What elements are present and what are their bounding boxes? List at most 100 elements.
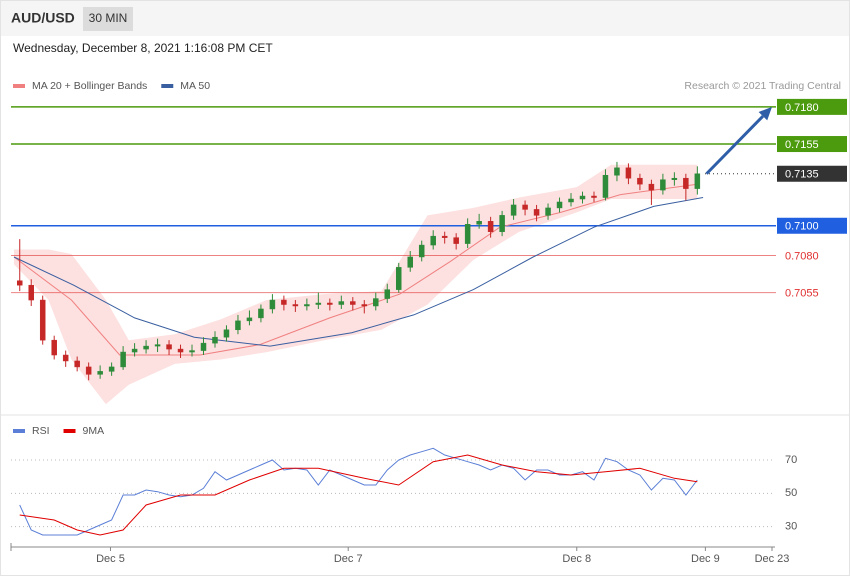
candle-body [464,224,471,244]
candle-body [108,366,115,372]
candle-body [510,204,517,216]
candle-body [579,195,586,200]
candle-body [350,301,356,305]
legend-label: MA 20 + Bollinger Bands [32,80,147,92]
candle-body [361,304,368,307]
candle-body [614,167,620,176]
candle-body [499,215,505,232]
candle-body [407,256,413,268]
level-box [777,165,847,182]
candle-body [16,280,23,286]
target-arrow [705,115,764,175]
bollinger-band [14,164,698,405]
candle-body [568,198,574,203]
moving-average [13,197,704,347]
candle-body [51,339,57,356]
indicator-line [19,447,698,536]
candle-body [556,201,563,209]
candle-body [338,301,345,305]
y-tick-label: 50 [785,487,797,499]
candle-body [235,320,241,331]
candle-body [602,174,609,198]
candle-body [648,183,655,191]
datetime: Wednesday, December 8, 2021 1:16:08 PM C… [13,41,273,55]
candle-body [131,348,138,353]
level-label: 0.7100 [785,221,819,233]
credit: Research © 2021 Trading Central [684,80,841,92]
candle-body [625,167,632,179]
level-box [777,217,847,234]
interval: 30 MIN [89,11,128,25]
candle-body [533,209,540,216]
legend-swatch [161,84,174,88]
candle-body [327,302,333,305]
candle-body [373,298,379,307]
candle-body [154,344,161,347]
x-tick-label: Dec 5 [96,553,125,565]
candle-body [258,308,264,319]
candle-body [97,371,103,375]
candle-body [694,173,701,189]
candle-body [304,304,310,307]
level-box [777,98,847,115]
legend-swatch [13,429,25,433]
candle-body [39,299,46,341]
target-arrow-head [758,106,772,121]
candle-body [62,354,69,362]
candle-body [384,289,391,299]
candle-body [453,237,459,244]
candle-body [487,221,494,232]
interval-badge [83,7,133,31]
candle-body [212,336,218,344]
legend-swatch [63,429,76,433]
legend-label: 9MA [83,425,105,437]
candle-body [522,204,528,210]
candle-body [200,342,207,351]
level-label: 0.7135 [785,169,819,181]
candle-body [660,179,666,191]
symbol: AUD/USD [11,10,75,26]
y-tick-label: 30 [785,521,797,533]
candle-body [120,351,126,368]
y-tick-label: 70 [785,454,797,466]
x-tick-label: Dec 7 [334,553,363,565]
level-label: 0.7080 [785,250,819,262]
legend-label: RSI [32,425,50,437]
legend-swatch [13,84,25,88]
candle-body [637,177,643,185]
candle-body [315,302,322,305]
candle-body [671,177,678,180]
candle-body [476,221,482,225]
header-bar [1,1,849,36]
level-label: 0.7055 [785,288,819,300]
candle-body [74,360,80,368]
indicator-line [19,454,698,536]
candle-body [395,267,402,290]
level-box [777,136,847,153]
candle-body [441,235,448,238]
x-tick-label: Dec 8 [562,553,591,565]
candle-body [189,350,195,353]
level-label: 0.7180 [785,102,819,114]
candle-body [246,317,253,322]
candle-body [85,366,92,375]
x-tick-label: Dec 9 [691,553,720,565]
x-tick-label: Dec 23 [755,553,790,565]
candle-body [683,177,689,189]
candle-body [591,195,597,198]
candle-body [281,299,287,305]
candle-body [269,299,276,310]
candle-body [28,284,34,301]
level-label: 0.7155 [785,139,819,151]
candle-body [545,207,551,216]
candle-body [166,344,172,350]
candle-body [223,329,230,338]
candle-body [177,348,184,353]
candle-body [430,235,436,246]
candle-body [143,345,149,350]
legend-label: MA 50 [180,80,210,92]
candle-body [418,244,425,258]
candle-body [292,304,299,307]
